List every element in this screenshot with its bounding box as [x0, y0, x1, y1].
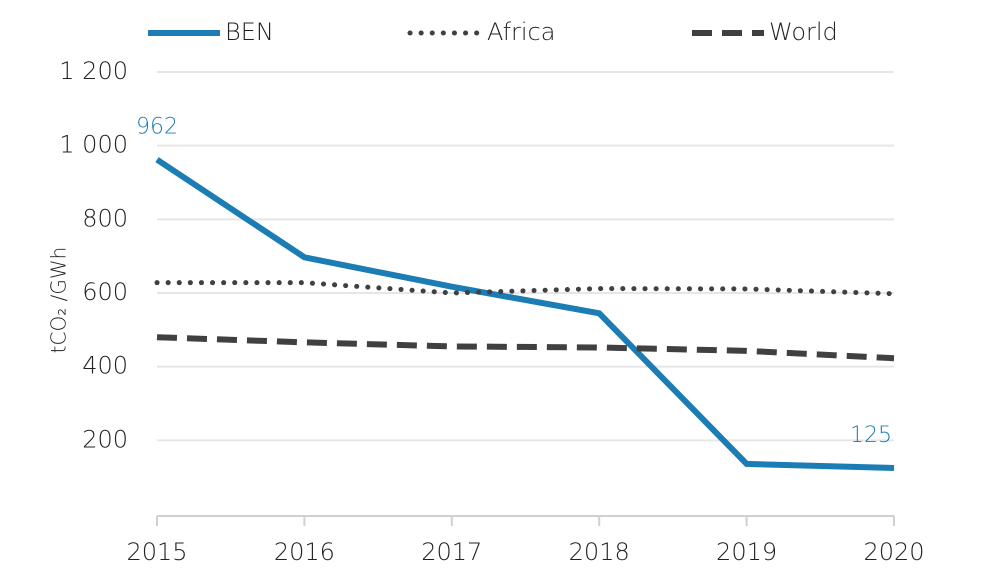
y-tick-label: 400: [82, 352, 128, 380]
legend-label: BEN: [225, 18, 274, 46]
y-tick-label: 600: [82, 278, 128, 306]
series-line: [155, 157, 895, 471]
x-tick-label: 2019: [716, 538, 777, 566]
y-tick-label: 1 200: [59, 57, 128, 85]
x-tick-label: 2017: [421, 538, 482, 566]
y-axis-label: tCO₂ /GWh: [47, 247, 71, 354]
y-tick-label: 800: [82, 204, 128, 232]
series-line: [156, 334, 895, 362]
x-tick-label: 2020: [863, 538, 924, 566]
x-tick-label: 2016: [274, 538, 335, 566]
x-tick-label: 2015: [126, 538, 187, 566]
legend-label: World: [769, 18, 838, 46]
series-line: [154, 280, 897, 297]
y-tick-label: 200: [82, 425, 128, 453]
x-tick-label: 2018: [569, 538, 630, 566]
data-label: 125: [850, 423, 892, 448]
legend-label: Africa: [487, 18, 555, 46]
data-label: 962: [136, 115, 178, 140]
y-tick-label: 1 000: [59, 131, 128, 159]
